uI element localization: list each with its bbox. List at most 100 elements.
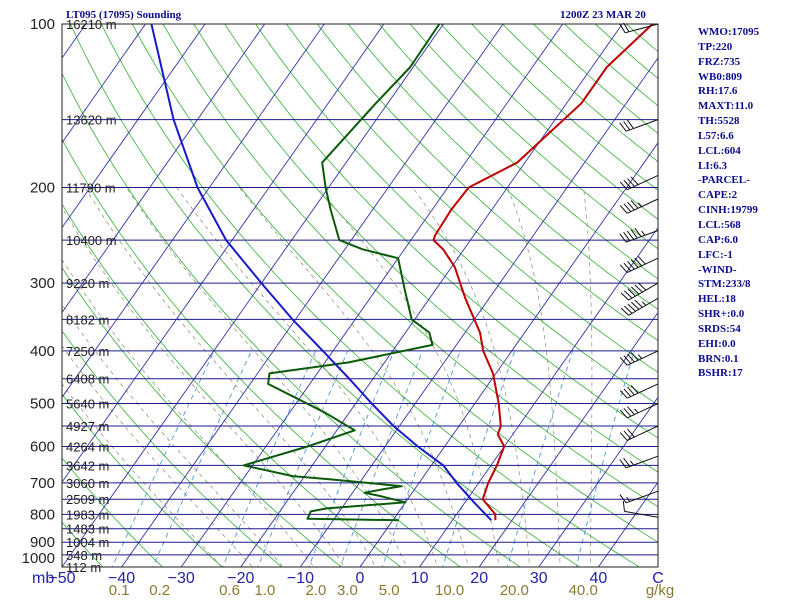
moist-adiabat (84, 187, 376, 567)
isotherm (240, 24, 623, 567)
moist-adiabat (176, 187, 438, 567)
index-lcl: LCL:604 (698, 144, 741, 157)
height-label: 1983 m (66, 507, 109, 522)
pressure-label: 700 (30, 475, 55, 492)
mixing-ratio-line (442, 350, 516, 567)
mixing-ratio-line (339, 350, 423, 567)
pressure-label: 800 (30, 506, 55, 523)
dry-adiabat (224, 24, 658, 439)
pressure-label: 400 (30, 343, 55, 360)
isotherm (62, 24, 445, 567)
height-label: 8182 m (66, 312, 109, 327)
height-label: 3642 m (66, 458, 109, 473)
index-parcel-lcl: LCL:568 (698, 218, 741, 231)
pressure-unit-label: mb (32, 570, 54, 587)
height-label: 13620 m (66, 113, 117, 128)
mixing-ratio-line (111, 350, 215, 567)
index-srds: SRDS:54 (698, 322, 741, 335)
dry-adiabat (286, 24, 658, 373)
wind-barb (619, 174, 659, 191)
mixing-ratio-line (506, 350, 574, 567)
index-brn: BRN:0.1 (698, 352, 739, 365)
mixing-ratio-tick-label: 2.0 (305, 582, 326, 599)
isotherm (419, 226, 658, 567)
pressure-label: 600 (30, 439, 55, 456)
stability-indices: WMO:17095 TP:220 FRZ:735 WB0:809 RH:17.6… (698, 25, 759, 381)
moist-adiabat (507, 187, 561, 567)
wind-barb (619, 403, 659, 419)
isotherm (299, 57, 658, 567)
sounding-traces (150, 24, 654, 522)
isotherm (62, 24, 325, 399)
section-wind: -WIND- (698, 263, 737, 276)
moist-adiabat (62, 258, 315, 567)
mixing-ratio-unit-label: g/kg (646, 582, 674, 599)
height-label: 1004 m (66, 535, 109, 550)
wind-barb (619, 455, 659, 469)
mixing-ratio-tick-label: 3.0 (337, 582, 358, 599)
dry-adiabat (255, 24, 658, 406)
temperature-tick-label: −20 (227, 570, 254, 587)
moist-adiabat (239, 187, 469, 567)
mixing-ratio-tick-label: 0.6 (219, 582, 240, 599)
temperature-tick-label: −50 (48, 570, 75, 587)
index-cinh: CINH:19799 (698, 204, 758, 217)
height-label: 10400 m (66, 233, 117, 248)
temperature-tick-label: −10 (287, 570, 314, 587)
parcel-trace (150, 24, 492, 521)
height-label: 4264 m (66, 440, 109, 455)
wind-barb (619, 22, 659, 34)
isotherm (538, 396, 658, 567)
height-label: 11790 m (66, 181, 116, 196)
dry-adiabat (70, 24, 581, 567)
pressure-label: 1000 (22, 550, 55, 567)
mixing-ratio-tick-label: 1.0 (254, 582, 275, 599)
mixing-ratio-line (152, 350, 252, 567)
wind-barb (620, 282, 659, 301)
height-label: 4927 m (66, 419, 109, 434)
wind-barb (619, 425, 659, 441)
dry-adiabat (594, 24, 658, 79)
dry-adiabat (193, 24, 658, 473)
temperature-trace (432, 24, 654, 521)
wind-barb (619, 198, 659, 214)
index-tp: TP:220 (698, 40, 733, 53)
index-lfc: LFC:-1 (698, 248, 733, 261)
isotherm (62, 24, 147, 144)
height-label: 2509 m (66, 492, 109, 507)
dry-adiabat (62, 203, 402, 567)
height-label: 548 m (66, 548, 102, 563)
mixing-ratio-tick-label: 40.0 (569, 582, 598, 599)
height-label: 1483 m (66, 522, 109, 537)
mixing-ratio-tick-label: 0.2 (149, 582, 170, 599)
temperature-tick-label: 40 (590, 570, 608, 587)
station-title: LT095 (17095) Sounding (66, 9, 182, 21)
dewpoint-trace (242, 24, 441, 522)
isotherm (180, 24, 564, 567)
wind-barb (619, 350, 659, 366)
height-label: 5640 m (66, 397, 109, 412)
dry-adiabat (62, 266, 342, 567)
index-shr: SHR+:0.0 (698, 308, 745, 321)
temperature-tick-label: 0 (356, 570, 365, 587)
isotherm (597, 481, 658, 567)
axis-labels: 0.1 0.2 0.6 1.0 2.0 3.0 5.0 10.0 20.0 40.01002003… (22, 16, 675, 599)
index-bshr: BSHR:17 (698, 367, 743, 380)
height-label: 7250 m (66, 344, 109, 359)
index-th: TH:5528 (698, 115, 740, 128)
sounding-time: 1200Z 23 MAR 20 (560, 9, 646, 21)
dry-adiabat (62, 138, 462, 567)
moist-adiabat (62, 207, 346, 567)
temperature-tick-label: 30 (530, 570, 548, 587)
mixing-ratio-line (381, 350, 461, 567)
mixing-ratio-tick-label: 5.0 (379, 582, 400, 599)
index-wmo: WMO:17095 (698, 26, 760, 38)
wind-barb (619, 383, 659, 399)
index-wb0: WB0:809 (698, 70, 742, 83)
index-frz: FRZ:735 (698, 55, 741, 68)
mixing-ratio-line (257, 350, 349, 567)
dry-adiabat (378, 24, 658, 280)
temperature-tick-label: 20 (470, 570, 488, 587)
diagram-grid (62, 24, 658, 567)
